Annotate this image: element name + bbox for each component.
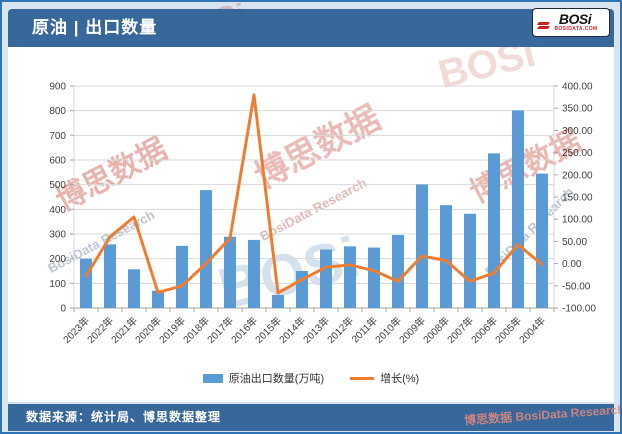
svg-text:-50.00: -50.00: [562, 281, 591, 292]
svg-text:0.00: 0.00: [562, 259, 582, 270]
svg-text:100.00: 100.00: [562, 215, 593, 226]
chart-legend: 原油出口数量(万吨) 增长(%): [2, 370, 620, 386]
growth-line: [84, 93, 544, 295]
bar-2010年: [392, 234, 404, 308]
svg-text:250.00: 250.00: [562, 148, 593, 159]
data-source-text: 数据来源：统计局、博思数据整理: [26, 410, 222, 424]
svg-text:200: 200: [49, 254, 66, 265]
footer-bar: 数据来源：统计局、博思数据整理: [8, 404, 614, 431]
right-axis-labels: -100.00 -50.00 0.00 50.00 100.00 150.00 200.00…: [554, 82, 596, 315]
bar-2012年: [344, 246, 356, 308]
bar-2004年: [536, 173, 548, 308]
bar-2011年: [368, 247, 380, 308]
bar-2013年: [320, 249, 332, 308]
legend-item-line: 增长(%): [350, 370, 419, 386]
svg-text:50.00: 50.00: [562, 237, 587, 248]
bar-2020年: [152, 290, 164, 308]
bar-series-swatch: [202, 373, 223, 383]
svg-text:900: 900: [49, 82, 66, 93]
gridlines: [73, 85, 555, 309]
bar-2005年: [512, 110, 524, 308]
logo-text: BOSi: [558, 11, 592, 27]
bar-series-label: 原油出口数量(万吨): [228, 373, 325, 385]
bar-2018年: [200, 190, 212, 308]
svg-text:2012年: 2012年: [324, 314, 356, 346]
x-axis-labels: 2023年2022年2021年2020年2019年2018年2017年2016年…: [60, 314, 548, 346]
bar-2006年: [488, 153, 500, 308]
svg-text:600: 600: [49, 156, 66, 167]
x-axis-ticks: [73, 308, 555, 312]
page-title: 原油 | 出口数量: [32, 18, 158, 37]
bar-2007年: [464, 213, 476, 308]
svg-text:200.00: 200.00: [562, 170, 593, 181]
bar-series: [80, 110, 548, 308]
line-series-swatch: [350, 376, 375, 380]
svg-text:700: 700: [49, 131, 66, 142]
title-bar: 原油 | 出口数量: [8, 9, 614, 47]
svg-text:0: 0: [60, 304, 66, 315]
svg-text:800: 800: [49, 106, 66, 117]
bar-2017年: [224, 236, 236, 308]
svg-text:300: 300: [49, 230, 66, 241]
legend-item-bars: 原油出口数量(万吨): [202, 370, 325, 386]
bar-2022年: [104, 244, 116, 308]
svg-text:-100.00: -100.00: [562, 304, 596, 315]
svg-text:150.00: 150.00: [562, 193, 593, 204]
left-axis-labels: 0 100 200 300 400 500 600 700 800 900: [49, 82, 74, 315]
bar-2016年: [248, 239, 260, 308]
logo-stripes-icon: [536, 22, 551, 32]
bar-2015年: [272, 294, 284, 308]
bar-2021年: [128, 269, 140, 308]
logo-subtext: BOSIDATA.COM: [554, 26, 598, 32]
svg-text:2004年: 2004年: [516, 314, 548, 346]
bosi-logo: BOSi BOSIDATA.COM: [532, 8, 610, 37]
svg-text:100: 100: [49, 279, 66, 290]
combo-chart: 0 100 200 300 400 500 600 700 800 900 -100.00 -50.0…: [49, 82, 596, 346]
bar-2023年: [80, 258, 92, 308]
line-series-label: 增长(%): [380, 373, 420, 385]
bar-2019年: [176, 245, 188, 308]
svg-text:300.00: 300.00: [562, 126, 593, 137]
svg-text:400: 400: [49, 205, 66, 216]
bar-2009年: [416, 184, 428, 308]
svg-text:500: 500: [49, 180, 66, 191]
svg-text:350.00: 350.00: [562, 104, 593, 115]
bar-2008年: [440, 205, 452, 308]
svg-text:400.00: 400.00: [562, 82, 593, 93]
